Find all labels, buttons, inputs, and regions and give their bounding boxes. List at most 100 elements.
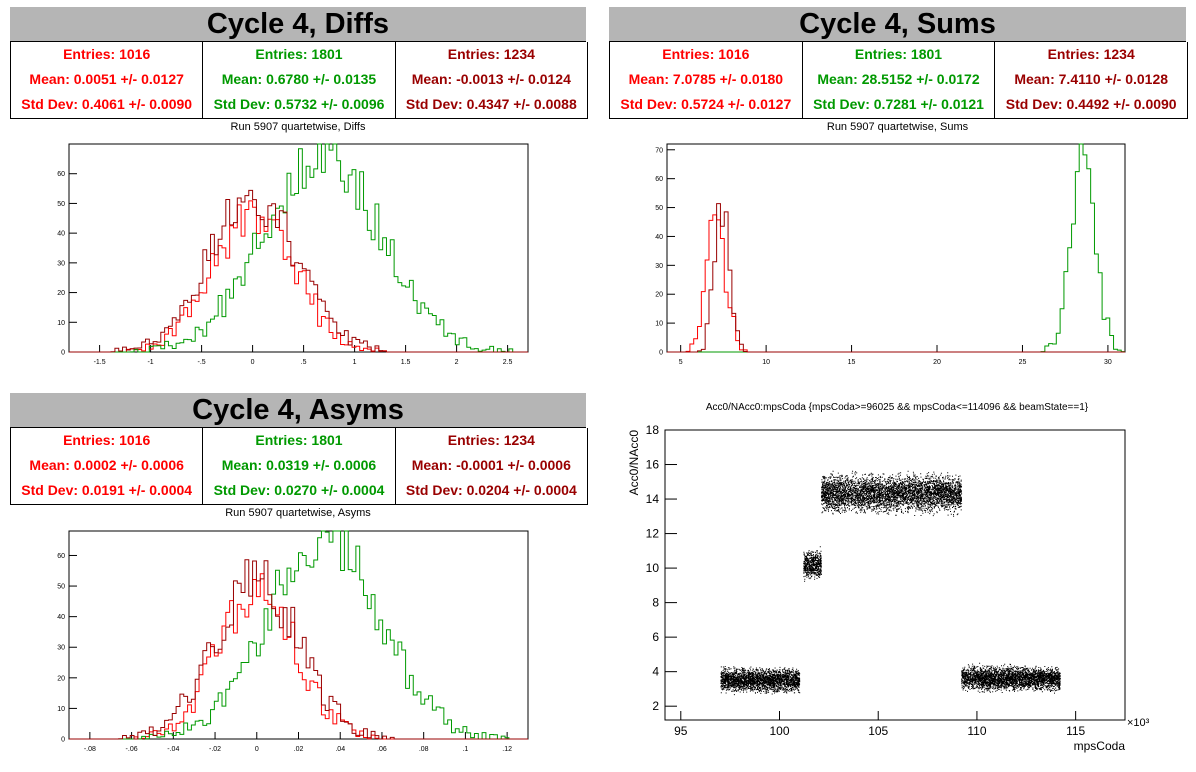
x-tick-label: 10 xyxy=(762,359,770,366)
y-tick-label: 12 xyxy=(646,527,660,541)
entries-label: Entries: 1801 xyxy=(255,432,343,448)
x-tick-label: .1 xyxy=(462,746,468,753)
x-tick-label: 115 xyxy=(1066,724,1085,738)
y-tick-label: 0 xyxy=(659,350,663,357)
mean-label: Mean: -0.0013 +/- 0.0124 xyxy=(411,71,571,87)
entries-label: Entries: 1234 xyxy=(447,432,535,448)
y-tick-label: 4 xyxy=(652,665,659,679)
y-tick-label: 70 xyxy=(655,147,663,154)
x-tick-label: 105 xyxy=(868,724,888,738)
x-tick-label: .02 xyxy=(294,746,304,753)
stddev-label: Std Dev: 0.0204 +/- 0.0004 xyxy=(405,482,577,498)
y-tick-label: 10 xyxy=(646,561,660,575)
entries-label: Entries: 1801 xyxy=(255,46,343,62)
plot-frame xyxy=(68,143,529,353)
y-tick-label: 40 xyxy=(655,234,663,241)
x-axis-label: mpsCoda xyxy=(1074,739,1126,753)
y-tick-label: 50 xyxy=(57,201,65,208)
x-tick-label: .06 xyxy=(377,746,387,753)
y-tick-label: 10 xyxy=(57,320,65,327)
y-tick-label: 20 xyxy=(655,292,663,299)
asyms-subtitle: Run 5907 quartetwise, Asyms xyxy=(225,507,371,519)
mean-label: Mean: 0.0051 +/- 0.0127 xyxy=(29,71,184,87)
mean-label: Mean: 28.5152 +/- 0.0172 xyxy=(817,71,980,87)
scatter-title: Acc0/NAcc0:mpsCoda {mpsCoda>=96025 && mp… xyxy=(705,402,1089,413)
stddev-label: Std Dev: 0.0191 +/- 0.0004 xyxy=(21,482,193,498)
y-tick-label: 40 xyxy=(57,231,65,238)
entries-label: Entries: 1016 xyxy=(63,432,151,448)
diffs-stats-series3: Entries: 1234 Mean: -0.0013 +/- 0.0124 S… xyxy=(394,42,587,118)
x-tick-label: 0 xyxy=(255,746,259,753)
x-tick-label: -.08 xyxy=(84,746,96,753)
diffs-stats-series2: Entries: 1801 Mean: 0.6780 +/- 0.0135 St… xyxy=(202,42,394,118)
histogram-series-3 xyxy=(69,559,528,740)
y-tick-label: 30 xyxy=(655,263,663,270)
y-tick-label: 20 xyxy=(57,290,65,297)
x-tick-label: 1.5 xyxy=(401,359,411,366)
entries-label: Entries: 1016 xyxy=(63,46,151,62)
stddev-label: Std Dev: 0.5732 +/- 0.0096 xyxy=(213,96,385,112)
y-tick-label: 10 xyxy=(655,321,663,328)
diffs-stats-series1: Entries: 1016 Mean: 0.0051 +/- 0.0127 St… xyxy=(11,42,202,118)
histogram-series-2 xyxy=(69,143,528,353)
mean-label: Mean: 7.4110 +/- 0.0128 xyxy=(1014,71,1169,87)
scatter-points xyxy=(720,470,1061,696)
mean-label: Mean: 0.6780 +/- 0.0135 xyxy=(221,71,377,87)
y-tick-label: 50 xyxy=(57,584,65,591)
x-exponent: ×10³ xyxy=(1127,717,1150,729)
asyms-stats-box: Entries: 1016 Mean: 0.0002 +/- 0.0006 St… xyxy=(10,428,588,505)
y-tick-label: 60 xyxy=(655,176,663,183)
sums-stats-box: Entries: 1016 Mean: 7.0785 +/- 0.0180 St… xyxy=(609,42,1188,119)
stddev-label: Std Dev: 0.4347 +/- 0.0088 xyxy=(405,96,577,112)
stddev-label: Std Dev: 0.7281 +/- 0.0121 xyxy=(813,96,984,112)
x-tick-label: 2 xyxy=(455,359,459,366)
y-tick-label: 16 xyxy=(646,458,660,472)
x-tick-label: 1 xyxy=(353,359,357,366)
x-tick-label: -.06 xyxy=(126,746,138,753)
y-tick-label: 50 xyxy=(655,205,663,212)
histogram-series-3 xyxy=(667,203,1125,353)
x-tick-label: -.04 xyxy=(167,746,179,753)
sums-histogram: 5 10 15 20 25 30 0 10 20 30 40 50 60 70 xyxy=(655,143,1126,366)
asyms-stats-series2: Entries: 1801 Mean: 0.0319 +/- 0.0006 St… xyxy=(202,428,394,504)
y-tick-label: 2 xyxy=(652,699,659,713)
plot-frame xyxy=(664,429,1126,721)
x-tick-label: -.5 xyxy=(198,359,206,366)
x-tick-label: 95 xyxy=(674,724,688,738)
x-tick-label: 30 xyxy=(1104,359,1112,366)
diffs-stats-box: Entries: 1016 Mean: 0.0051 +/- 0.0127 St… xyxy=(10,42,588,119)
x-tick-label: .04 xyxy=(335,746,345,753)
y-tick-label: 40 xyxy=(57,614,65,621)
x-tick-label: 25 xyxy=(1019,359,1027,366)
x-tick-label: 20 xyxy=(933,359,941,366)
x-tick-label: 5 xyxy=(679,359,683,366)
y-tick-label: 20 xyxy=(57,675,65,682)
y-tick-label: 6 xyxy=(652,630,659,644)
entries-label: Entries: 1801 xyxy=(854,46,943,62)
sums-stats-series2: Entries: 1801 Mean: 28.5152 +/- 0.0172 S… xyxy=(801,42,995,118)
x-tick-label: -1 xyxy=(147,359,153,366)
x-tick-label: 15 xyxy=(848,359,856,366)
y-tick-label: 18 xyxy=(646,423,660,437)
y-tick-label: 10 xyxy=(57,706,65,713)
entries-label: Entries: 1234 xyxy=(1047,46,1135,62)
x-tick-label: .12 xyxy=(502,746,512,753)
mean-label: Mean: -0.0001 +/- 0.0006 xyxy=(411,457,571,473)
y-axis-label: Acc0/NAcc0 xyxy=(627,430,641,496)
histogram-series-1 xyxy=(69,200,528,353)
entries-label: Entries: 1016 xyxy=(662,46,750,62)
diffs-subtitle: Run 5907 quartetwise, Diffs xyxy=(230,121,366,133)
sums-stats-series1: Entries: 1016 Mean: 7.0785 +/- 0.0180 St… xyxy=(610,42,802,118)
sums-title: Cycle 4, Sums xyxy=(609,7,1186,42)
x-tick-label: .08 xyxy=(419,746,429,753)
x-tick-label: 100 xyxy=(769,724,789,738)
y-tick-label: 60 xyxy=(57,553,65,560)
y-tick-label: 8 xyxy=(652,596,659,610)
entries-label: Entries: 1234 xyxy=(447,46,535,62)
y-tick-label: 60 xyxy=(57,171,65,178)
mean-label: Mean: 0.0319 +/- 0.0006 xyxy=(221,457,377,473)
asyms-stats-series3: Entries: 1234 Mean: -0.0001 +/- 0.0006 S… xyxy=(394,428,587,504)
y-tick-label: 0 xyxy=(61,737,65,744)
histogram-series-2 xyxy=(69,530,528,740)
sums-stats-series3: Entries: 1234 Mean: 7.4110 +/- 0.0128 St… xyxy=(994,42,1187,118)
